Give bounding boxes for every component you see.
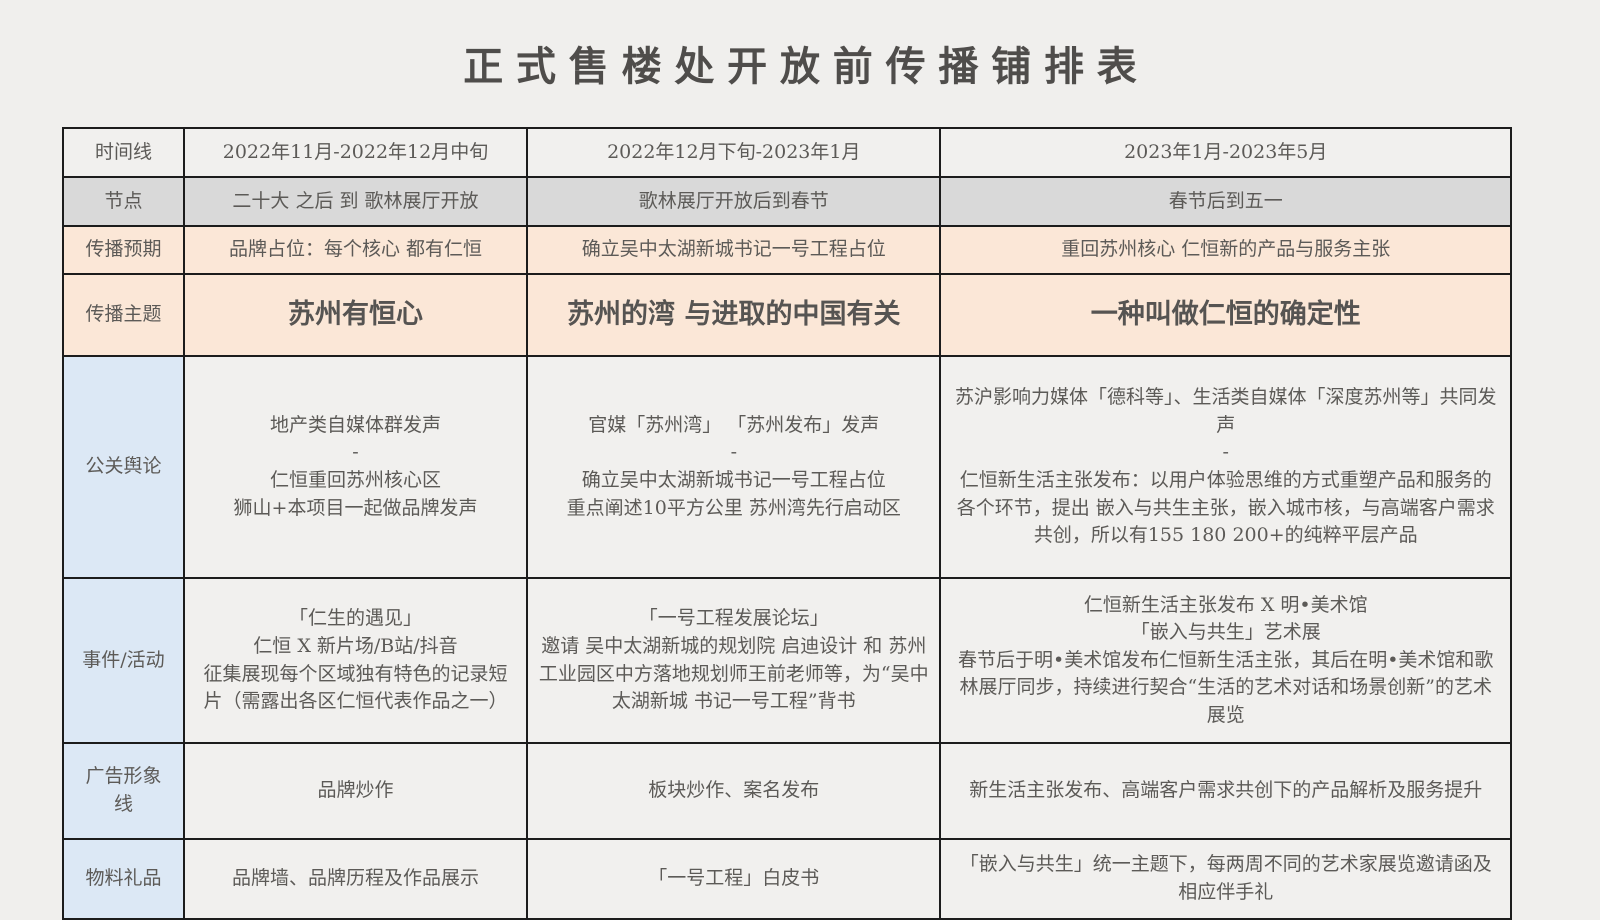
timeline-phase-1: 2022年11月-2022年12月中旬 <box>182 127 529 178</box>
node-phase-1: 二十大 之后 到 歌林展厅开放 <box>182 176 529 227</box>
table-row-pr: 公关舆论 地产类自媒体群发声 - 仁恒重回苏州核心区 狮山+本项目一起做品牌发声… <box>62 355 1512 579</box>
communication-plan-table: 时间线 2022年11月-2022年12月中旬 2022年12月下旬-2023年… <box>62 127 1512 920</box>
node-phase-2: 歌林展厅开放后到春节 <box>526 176 942 227</box>
materials-phase-3: 「嵌入与共生」统一主题下，每两周不同的艺术家展览邀请函及相应伴手礼 <box>939 838 1512 920</box>
row-label-theme: 传播主题 <box>62 273 185 357</box>
ad-image-phase-2: 板块炒作、案名发布 <box>526 742 942 840</box>
pr-phase-3: 苏沪影响力媒体「德科等」、生活类自媒体「深度苏州等」共同发声 - 仁恒新生活主张… <box>939 355 1512 579</box>
row-label-expectation: 传播预期 <box>62 225 185 275</box>
timeline-phase-3: 2023年1月-2023年5月 <box>939 127 1512 178</box>
table-row-events: 事件/活动 「仁生的遇见」 仁恒 X 新片场/B站/抖音 征集展现每个区域独有特… <box>62 577 1512 744</box>
ad-image-phase-1: 品牌炒作 <box>182 742 529 840</box>
timeline-phase-2: 2022年12月下旬-2023年1月 <box>526 127 942 178</box>
materials-phase-2: 「一号工程」白皮书 <box>526 838 942 920</box>
expectation-phase-2: 确立吴中太湖新城书记一号工程占位 <box>526 225 942 275</box>
table-row-materials: 物料礼品 品牌墙、品牌历程及作品展示 「一号工程」白皮书 「嵌入与共生」统一主题… <box>62 838 1512 920</box>
pr-phase-1: 地产类自媒体群发声 - 仁恒重回苏州核心区 狮山+本项目一起做品牌发声 <box>182 355 529 579</box>
events-phase-2: 「一号工程发展论坛」 邀请 吴中太湖新城的规划院 启迪设计 和 苏州工业园区中方… <box>526 577 942 744</box>
table-row-expectation: 传播预期 品牌占位：每个核心 都有仁恒 确立吴中太湖新城书记一号工程占位 重回苏… <box>62 225 1512 275</box>
row-label-events: 事件/活动 <box>62 577 185 744</box>
row-label-materials: 物料礼品 <box>62 838 185 920</box>
materials-phase-1: 品牌墙、品牌历程及作品展示 <box>182 838 529 920</box>
table-row-timeline: 时间线 2022年11月-2022年12月中旬 2022年12月下旬-2023年… <box>62 127 1512 178</box>
table-row-ad-image: 广告形象线 品牌炒作 板块炒作、案名发布 新生活主张发布、高端客户需求共创下的产… <box>62 742 1512 840</box>
row-label-pr: 公关舆论 <box>62 355 185 579</box>
expectation-phase-1: 品牌占位：每个核心 都有仁恒 <box>182 225 529 275</box>
events-phase-1: 「仁生的遇见」 仁恒 X 新片场/B站/抖音 征集展现每个区域独有特色的记录短片… <box>182 577 529 744</box>
theme-phase-2: 苏州的湾 与进取的中国有关 <box>526 273 942 357</box>
pr-phase-2: 官媒「苏州湾」 「苏州发布」发声 - 确立吴中太湖新城书记一号工程占位 重点阐述… <box>526 355 942 579</box>
node-phase-3: 春节后到五一 <box>939 176 1512 227</box>
events-phase-3: 仁恒新生活主张发布 X 明•美术馆 「嵌入与共生」艺术展 春节后于明•美术馆发布… <box>939 577 1512 744</box>
row-label-timeline: 时间线 <box>62 127 185 178</box>
slide-page: 正式售楼处开放前传播铺排表 时间线 2022年11月-2022年12月中旬 20… <box>62 43 1512 920</box>
table-row-node: 节点 二十大 之后 到 歌林展厅开放 歌林展厅开放后到春节 春节后到五一 <box>62 176 1512 227</box>
row-label-ad-image: 广告形象线 <box>62 742 185 840</box>
row-label-node: 节点 <box>62 176 185 227</box>
page-title: 正式售楼处开放前传播铺排表 <box>463 43 1150 90</box>
theme-phase-3: 一种叫做仁恒的确定性 <box>939 273 1512 357</box>
table-row-theme: 传播主题 苏州有恒心 苏州的湾 与进取的中国有关 一种叫做仁恒的确定性 <box>62 273 1512 357</box>
ad-image-phase-3: 新生活主张发布、高端客户需求共创下的产品解析及服务提升 <box>939 742 1512 840</box>
expectation-phase-3: 重回苏州核心 仁恒新的产品与服务主张 <box>939 225 1512 275</box>
theme-phase-1: 苏州有恒心 <box>182 273 529 357</box>
